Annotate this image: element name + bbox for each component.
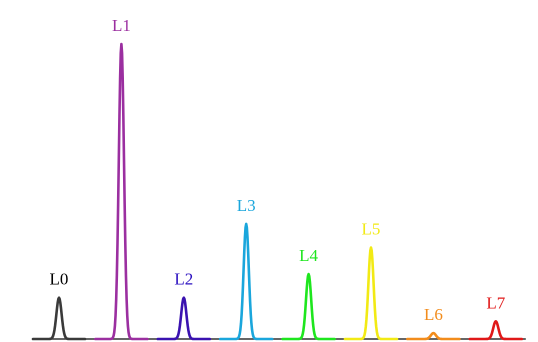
peak-l2: [158, 298, 210, 339]
peak-l3: [220, 224, 272, 339]
peak-l1: [95, 44, 147, 339]
peak-label-l6: L6: [424, 305, 443, 324]
peak-l5: [345, 248, 397, 339]
peak-l4: [283, 274, 335, 339]
peak-l6: [407, 333, 459, 339]
peak-l0: [33, 298, 85, 339]
peak-label-l0: L0: [50, 270, 69, 289]
peak-label-l4: L4: [299, 246, 318, 265]
peak-label-l3: L3: [237, 196, 256, 215]
peak-label-l7: L7: [486, 293, 505, 312]
peaks-layer: [33, 44, 522, 339]
peak-label-l5: L5: [362, 220, 381, 239]
peak-label-l1: L1: [112, 16, 131, 35]
peak-l7: [470, 321, 522, 339]
peak-label-l2: L2: [174, 270, 193, 289]
